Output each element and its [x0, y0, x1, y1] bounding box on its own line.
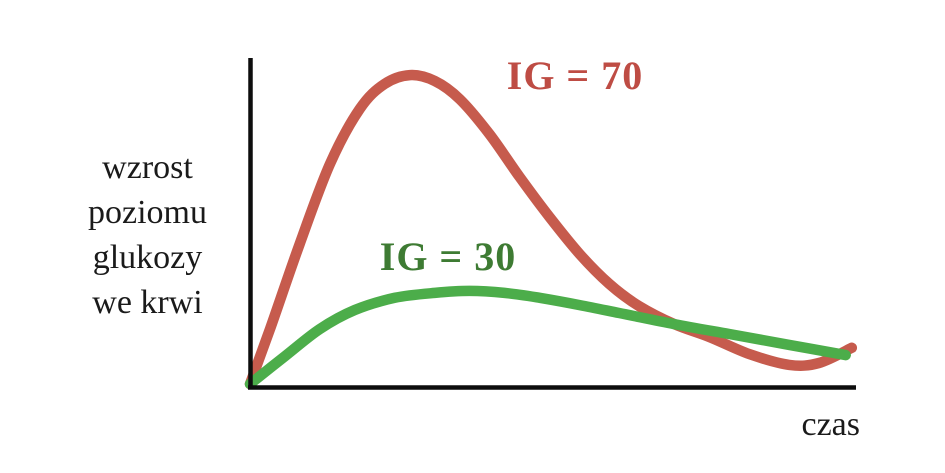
ig70-curve — [244, 69, 858, 390]
ig30-curve — [244, 285, 851, 390]
y-axis-label: wzrost poziomu glukozy we krwi — [88, 149, 207, 321]
x-axis-label: czas — [801, 406, 860, 443]
series-label-ig30: IG = 30 — [379, 234, 517, 279]
series-label-ig70: IG = 70 — [506, 53, 644, 98]
